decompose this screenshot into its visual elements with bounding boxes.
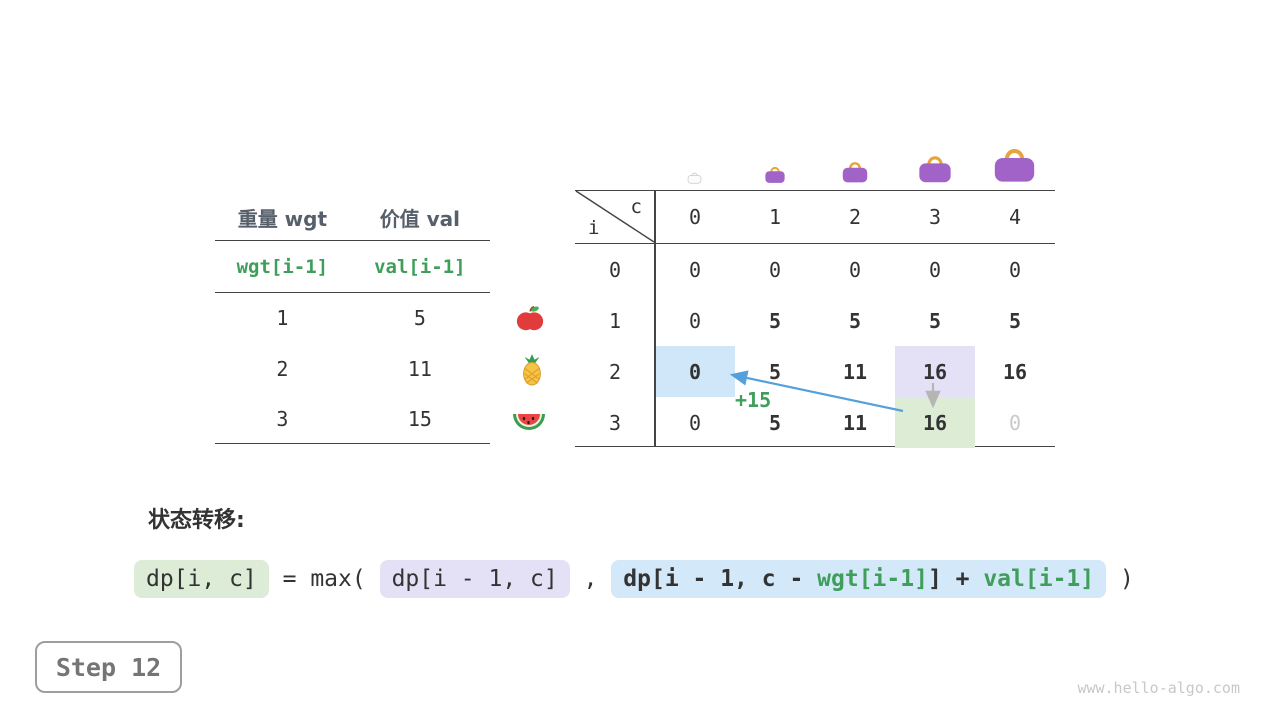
items-formula-row: wgt[i-1] val[i-1] xyxy=(215,240,490,292)
dp-header-row: c i 0 1 2 3 4 xyxy=(575,191,1055,244)
val-formula-label: val[i-1] xyxy=(374,255,466,278)
item-row-1: 1 5 xyxy=(215,292,490,343)
bag-large-icon xyxy=(917,150,953,184)
dp-col-header-4: 4 xyxy=(1008,205,1022,229)
item-2-value: 11 xyxy=(407,356,432,381)
dp-cell-2-4: 16 xyxy=(1002,359,1028,384)
formula-close-paren: ) xyxy=(1106,566,1134,592)
corner-i-label: i xyxy=(588,217,600,239)
formula-lhs-pill: dp[i, c] xyxy=(134,560,269,598)
dp-row-header-2: 2 xyxy=(608,359,622,384)
dp-row-header-0: 0 xyxy=(608,257,622,282)
formula-option2-part1: dp[i - 1, c - xyxy=(623,566,818,592)
dp-cell-1-2: 5 xyxy=(848,308,862,333)
dp-corner-cell: c i xyxy=(575,191,655,243)
watermelon-icon xyxy=(512,409,546,433)
corner-c-label: c xyxy=(630,196,642,218)
transition-section-label: 状态转移: xyxy=(148,508,245,533)
dp-col-header-0: 0 xyxy=(688,205,702,229)
wgt-formula-label: wgt[i-1] xyxy=(236,255,329,278)
dp-cell-2-2: 11 xyxy=(842,359,868,384)
items-table: 重量 wgt 价值 val wgt[i-1] val[i-1] 1 5 2 11… xyxy=(215,195,490,444)
dp-row-header-3: 3 xyxy=(608,410,622,435)
dp-cell-0-2: 0 xyxy=(848,257,862,282)
dp-row-0: 0 0 0 0 0 0 xyxy=(575,244,1055,295)
dp-table: c i 0 1 2 3 4 0 0 0 0 0 0 1 0 5 5 5 5 2 xyxy=(575,190,1055,448)
dp-row-header-1: 1 xyxy=(608,308,622,333)
dp-cell-0-4: 0 xyxy=(1008,257,1022,282)
formula-option2-val: val[i-1] xyxy=(983,566,1095,592)
dp-cell-2-0-source-highlight: 0 xyxy=(655,346,735,397)
dp-cell-0-3: 0 xyxy=(928,257,942,282)
value-column-header: 价值 val xyxy=(379,207,461,231)
bag-small-icon xyxy=(764,163,786,184)
dp-col-header-2: 2 xyxy=(848,205,862,229)
dp-cell-3-0: 0 xyxy=(688,410,702,435)
items-table-header-row: 重量 wgt 价值 val xyxy=(215,195,490,240)
dp-cell-1-1: 5 xyxy=(768,308,782,333)
item-2-weight: 2 xyxy=(276,356,289,381)
dp-cell-2-3-option-highlight: 16 xyxy=(895,346,975,397)
step-badge: Step 12 xyxy=(35,641,182,693)
formula-option2-wgt: wgt[i-1] xyxy=(817,566,928,592)
item-3-weight: 3 xyxy=(276,407,289,431)
bag-ghost-icon xyxy=(687,170,702,184)
dp-cell-1-3: 5 xyxy=(928,308,942,333)
weight-column-header: 重量 wgt xyxy=(237,207,328,231)
bag-medium-icon xyxy=(841,157,869,184)
transition-formula: dp[i, c] = max( dp[i - 1, c] , dp[i - 1,… xyxy=(134,560,1134,598)
dp-cell-3-2: 11 xyxy=(842,410,868,435)
formula-option2-pill: dp[i - 1, c - wgt[i-1]] + val[i-1] xyxy=(611,560,1107,598)
dp-cell-3-3-current-highlight: 16 xyxy=(895,397,975,448)
arrow-value-label: +15 xyxy=(735,388,772,412)
formula-option1-pill: dp[i - 1, c] xyxy=(379,560,570,598)
dp-col-header-3: 3 xyxy=(928,205,942,229)
dp-cell-0-0: 0 xyxy=(688,257,702,282)
dp-cell-3-1: 5 xyxy=(768,410,782,435)
apple-icon xyxy=(515,303,545,333)
item-row-3: 3 15 xyxy=(215,394,490,444)
formula-operator: = max( xyxy=(268,566,380,592)
dp-cell-1-0: 0 xyxy=(688,308,702,333)
item-row-2: 2 11 xyxy=(215,343,490,394)
bag-xlarge-icon xyxy=(992,141,1037,184)
dp-row-2: 2 0 5 11 16 16 xyxy=(575,346,1055,397)
pineapple-icon xyxy=(517,353,547,387)
watermark: www.hello-algo.com xyxy=(1077,679,1240,697)
dp-cell-3-4: 0 xyxy=(1008,410,1022,435)
item-3-value: 15 xyxy=(407,407,432,431)
formula-comma: , xyxy=(569,566,612,592)
item-1-value: 5 xyxy=(413,306,426,330)
dp-table-vertical-divider xyxy=(654,191,656,446)
dp-row-3: 3 0 5 11 16 0 xyxy=(575,397,1055,448)
dp-row-1: 1 0 5 5 5 5 xyxy=(575,295,1055,346)
dp-col-header-1: 1 xyxy=(768,205,782,229)
dp-cell-0-1: 0 xyxy=(768,257,782,282)
formula-option2-part3: ] + xyxy=(927,566,984,592)
dp-cell-1-4: 5 xyxy=(1008,308,1022,333)
item-1-weight: 1 xyxy=(276,306,289,330)
